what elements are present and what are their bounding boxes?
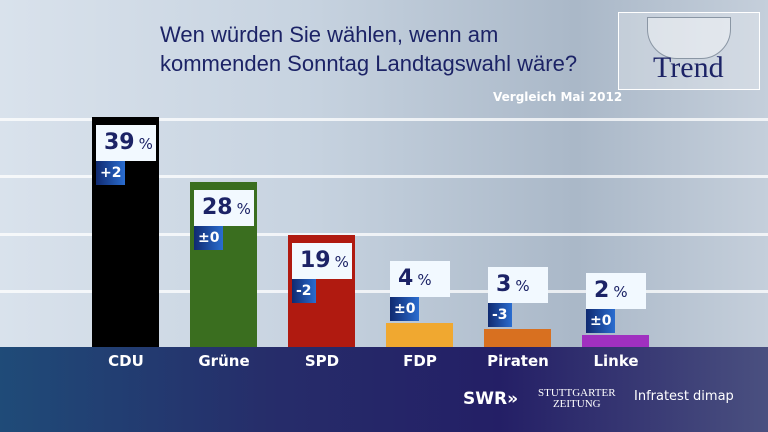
chart-subtitle: Vergleich Mai 2012 [493, 90, 623, 104]
stuttgarter-zeitung-logo: STUTTGARTER ZEITUNG [538, 387, 616, 410]
value-label: 39% [96, 124, 156, 161]
trend-logo: Trend [618, 12, 760, 90]
title-line: kommenden Sonntag Landtagswahl wäre? [160, 51, 578, 76]
chart-title: Wen würden Sie wählen, wenn am kommenden… [160, 20, 577, 78]
change-label: -3 [488, 303, 512, 328]
swr-logo: SWR» [463, 389, 519, 409]
value-label: 4% [390, 261, 450, 298]
value-label: 2% [586, 273, 646, 310]
value-label: 28% [194, 189, 254, 226]
infratest-dimap-logo: Infratest dimap [634, 389, 734, 404]
footer [0, 347, 768, 432]
category-label: CDU [108, 352, 144, 370]
bar-fdp [386, 323, 453, 347]
coat-of-arms-icon [647, 17, 731, 59]
gridline [0, 290, 768, 293]
change-label: ±0 [194, 225, 224, 250]
bar-linke [582, 335, 649, 347]
category-label: Piraten [487, 352, 549, 370]
category-label: FDP [403, 352, 437, 370]
title-line: Wen würden Sie wählen, wenn am [160, 22, 499, 47]
gridline [0, 118, 768, 121]
change-label: -2 [292, 278, 316, 303]
category-label: Linke [593, 352, 639, 370]
change-label: +2 [96, 160, 126, 185]
gridline [0, 233, 768, 236]
change-label: ±0 [390, 297, 420, 322]
value-label: 3% [488, 267, 548, 304]
gridline [0, 175, 768, 178]
bar-piraten [484, 329, 551, 347]
change-label: ±0 [586, 309, 616, 334]
logo-text: Trend [653, 51, 724, 84]
value-label: 19% [292, 242, 352, 279]
category-label: Grüne [198, 352, 250, 370]
category-label: SPD [304, 352, 340, 370]
